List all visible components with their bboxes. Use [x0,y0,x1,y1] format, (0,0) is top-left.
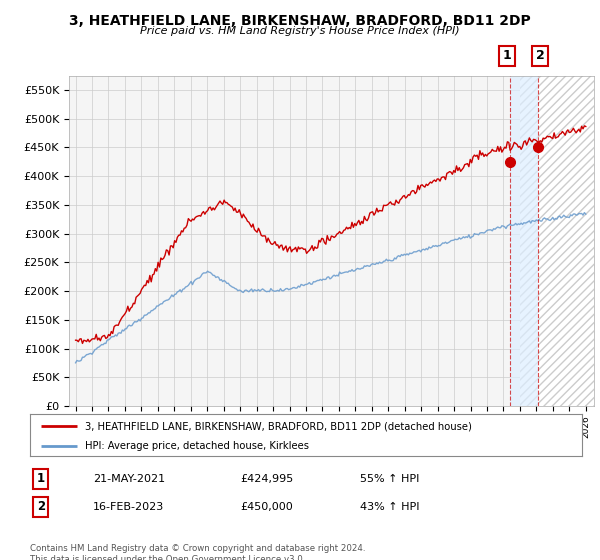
Text: 1: 1 [503,49,512,62]
Text: Price paid vs. HM Land Registry's House Price Index (HPI): Price paid vs. HM Land Registry's House … [140,26,460,36]
Text: 16-FEB-2023: 16-FEB-2023 [93,502,164,512]
Bar [520,76,594,406]
Text: 3, HEATHFIELD LANE, BIRKENSHAW, BRADFORD, BD11 2DP (detached house): 3, HEATHFIELD LANE, BIRKENSHAW, BRADFORD… [85,421,472,431]
Text: 1: 1 [37,472,45,486]
Text: 21-MAY-2021: 21-MAY-2021 [93,474,165,484]
Text: £450,000: £450,000 [240,502,293,512]
Text: 2: 2 [37,500,45,514]
Text: 55% ↑ HPI: 55% ↑ HPI [360,474,419,484]
Text: 43% ↑ HPI: 43% ↑ HPI [360,502,419,512]
Text: £424,995: £424,995 [240,474,293,484]
Text: Contains HM Land Registry data © Crown copyright and database right 2024.
This d: Contains HM Land Registry data © Crown c… [30,544,365,560]
Bar [520,76,594,406]
Text: HPI: Average price, detached house, Kirklees: HPI: Average price, detached house, Kirk… [85,441,309,451]
Text: 2: 2 [536,49,544,62]
Text: 3, HEATHFIELD LANE, BIRKENSHAW, BRADFORD, BD11 2DP: 3, HEATHFIELD LANE, BIRKENSHAW, BRADFORD… [69,14,531,28]
Bar [509,76,538,406]
